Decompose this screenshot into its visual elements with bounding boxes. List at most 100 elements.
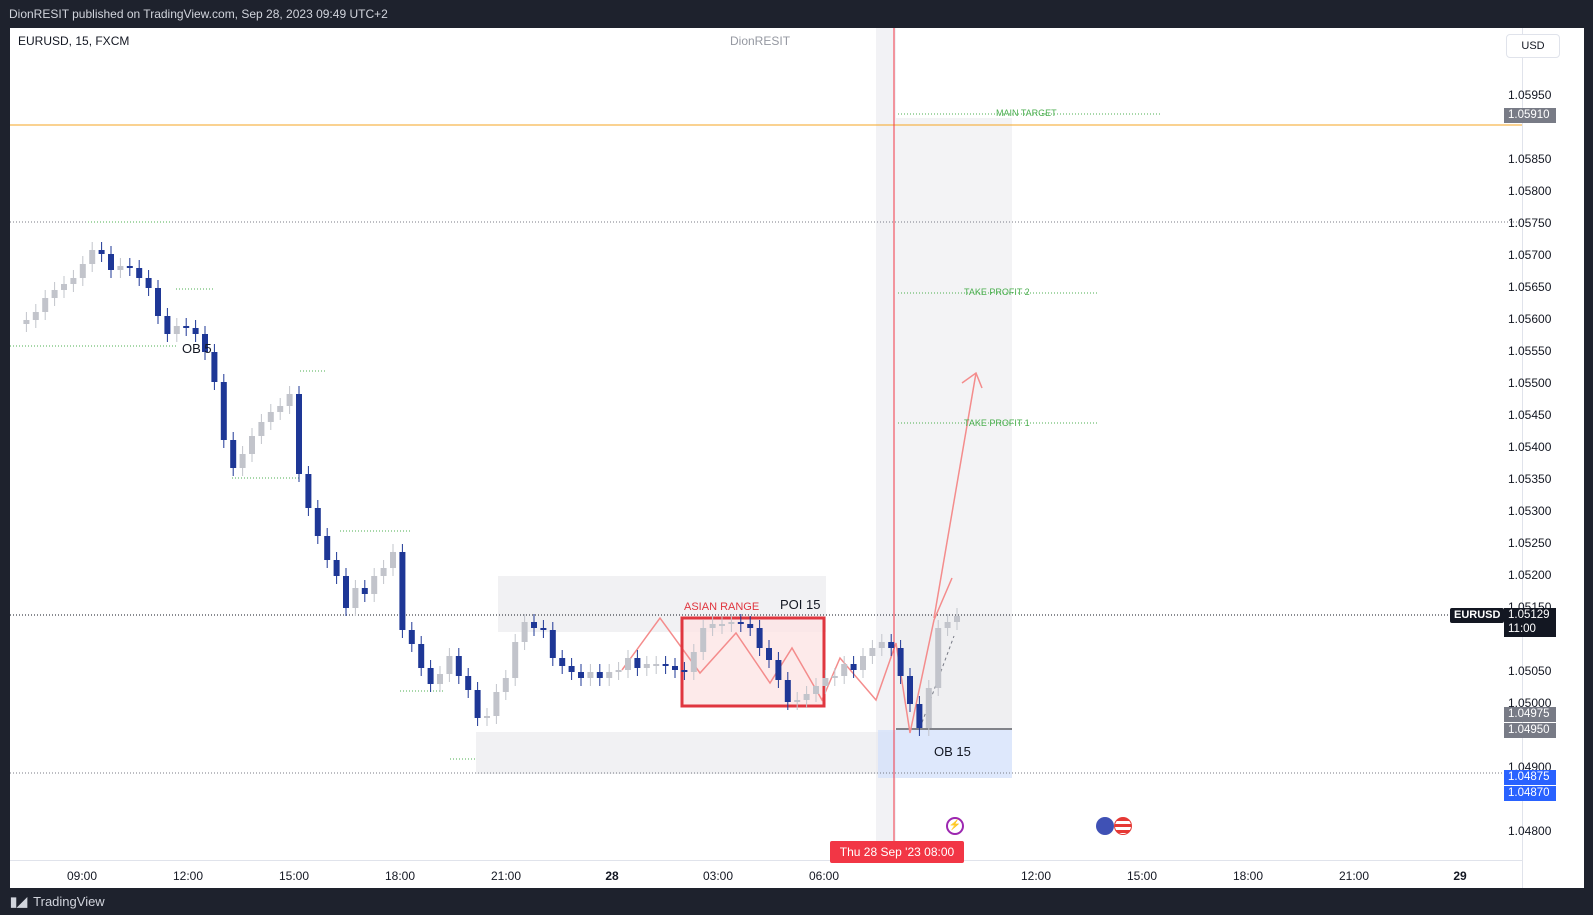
tradingview-logo[interactable]: ▮◢ TradingView [10, 888, 105, 915]
candle-body [559, 658, 566, 666]
candle-body [352, 588, 359, 608]
tradingview-logo-icon: ▮◢ [10, 894, 28, 909]
candle-body [155, 288, 161, 316]
price-axis-label: 1.05200 [1508, 568, 1552, 582]
take-profit-1-label: TAKE PROFIT 1 [964, 418, 1030, 428]
candle-body [361, 588, 368, 594]
crosshair-date-tag: Thu 28 Sep '23 08:00 [830, 841, 964, 863]
price-axis-label: 1.04800 [1508, 824, 1552, 838]
candle-body [850, 664, 857, 670]
level-c-tag: 1.04875 [1504, 770, 1556, 785]
price-axis[interactable]: 1.05950 1.05850 1.05800 1.05750 1.05700 1.056… [1508, 28, 1584, 888]
candle-body [136, 268, 143, 278]
time-axis[interactable]: 09:00 12:00 15:00 18:00 21:00 28 03:00 06:00 12:… [10, 860, 1522, 889]
time-axis-label: 15:00 [278, 869, 310, 883]
candle-body [296, 394, 302, 474]
level-d-tag: 1.04870 [1504, 786, 1556, 801]
symbol-info[interactable]: EURUSD, 15, FXCM [18, 34, 130, 48]
asian-range-box [680, 616, 826, 708]
candle-body [437, 674, 443, 684]
candle-body [775, 660, 782, 680]
price-axis-label: 1.05850 [1508, 152, 1552, 166]
candle-body [502, 678, 509, 692]
candle-body [108, 254, 114, 270]
price-axis-label: 1.05650 [1508, 280, 1552, 294]
candle-body [89, 250, 96, 264]
candle-body [249, 436, 255, 454]
candle-body [568, 666, 575, 672]
price-axis-label: 1.05400 [1508, 440, 1552, 454]
price-axis-label: 1.05550 [1508, 344, 1552, 358]
ob15-zone [878, 730, 1012, 778]
candle-body [23, 320, 30, 324]
chart-canvas[interactable] [10, 28, 1522, 860]
candle-body [455, 656, 462, 676]
price-axis-label: 1.05250 [1508, 536, 1552, 550]
candle-body [164, 316, 171, 334]
candle-body [286, 394, 293, 406]
candle-body [935, 628, 942, 688]
candle-body [521, 622, 528, 642]
price-axis-label: 1.05050 [1508, 664, 1552, 678]
candle-body [493, 692, 500, 716]
candle-body [192, 328, 199, 334]
candle-body [540, 628, 547, 630]
candle-body [681, 670, 688, 672]
candle-body [258, 422, 265, 436]
candle-body [907, 676, 913, 704]
price-axis-label: 1.05300 [1508, 504, 1552, 518]
us-flag-icon[interactable] [1114, 817, 1132, 835]
candle-body [916, 704, 923, 728]
candle-body [719, 624, 725, 626]
level-b-tag: 1.04950 [1504, 723, 1556, 738]
candle-body [954, 616, 960, 622]
chart-plot-area[interactable]: EURUSD, 15, FXCM DionRESIT MAIN TARGET T… [10, 28, 1522, 860]
candle-body [51, 290, 58, 298]
currency-button[interactable]: USD [1506, 34, 1560, 58]
candle-body [380, 568, 387, 576]
lightning-event-icon[interactable]: ⚡ [946, 817, 964, 835]
candle-body [531, 622, 537, 628]
trade-arrow-head [961, 371, 983, 389]
candle-body [813, 686, 819, 694]
demand-zone [476, 732, 896, 774]
price-axis-label: 1.05700 [1508, 248, 1552, 262]
publish-info-text: DionRESIT published on TradingView.com, … [9, 7, 388, 21]
price-axis-label: 1.05800 [1508, 184, 1552, 198]
candle-body [371, 576, 378, 594]
ob5-label: OB 5 [182, 341, 212, 356]
candle-body [944, 622, 951, 628]
time-axis-label: 21:00 [1338, 869, 1370, 883]
candle-body [79, 264, 86, 278]
take-profit-2-label: TAKE PROFIT 2 [964, 287, 1030, 297]
time-axis-label: 12:00 [1020, 869, 1052, 883]
candle-body [653, 664, 660, 666]
publish-info-bar: DionRESIT published on TradingView.com, … [0, 0, 1593, 28]
candle-body [549, 630, 556, 658]
candle-body [314, 508, 321, 536]
chart-frame[interactable]: EURUSD, 15, FXCM DionRESIT MAIN TARGET T… [10, 28, 1584, 889]
time-axis-label: 29 [1453, 869, 1467, 883]
candle-body [239, 454, 246, 468]
candle-body [578, 672, 584, 678]
candle-body [230, 440, 237, 468]
symbol-price-tag: EURUSD [1450, 608, 1505, 623]
candle-body [98, 250, 105, 254]
candle-body [173, 326, 180, 334]
candle-body [512, 642, 519, 678]
eu-flag-icon[interactable] [1096, 817, 1114, 835]
price-axis-label: 1.05450 [1508, 408, 1552, 422]
candle-body [117, 266, 124, 270]
candle-body [202, 334, 208, 352]
candle-body [474, 690, 481, 718]
candle-body [625, 658, 631, 670]
candle-body [634, 658, 641, 668]
candle-body [32, 312, 39, 320]
candle-body [427, 668, 434, 684]
candle-body [61, 284, 67, 290]
candle-body [747, 624, 754, 628]
candle-body [277, 406, 284, 412]
price-axis-label: 1.05950 [1508, 88, 1552, 102]
candle-body [126, 266, 133, 268]
time-axis-label: 15:00 [1126, 869, 1158, 883]
